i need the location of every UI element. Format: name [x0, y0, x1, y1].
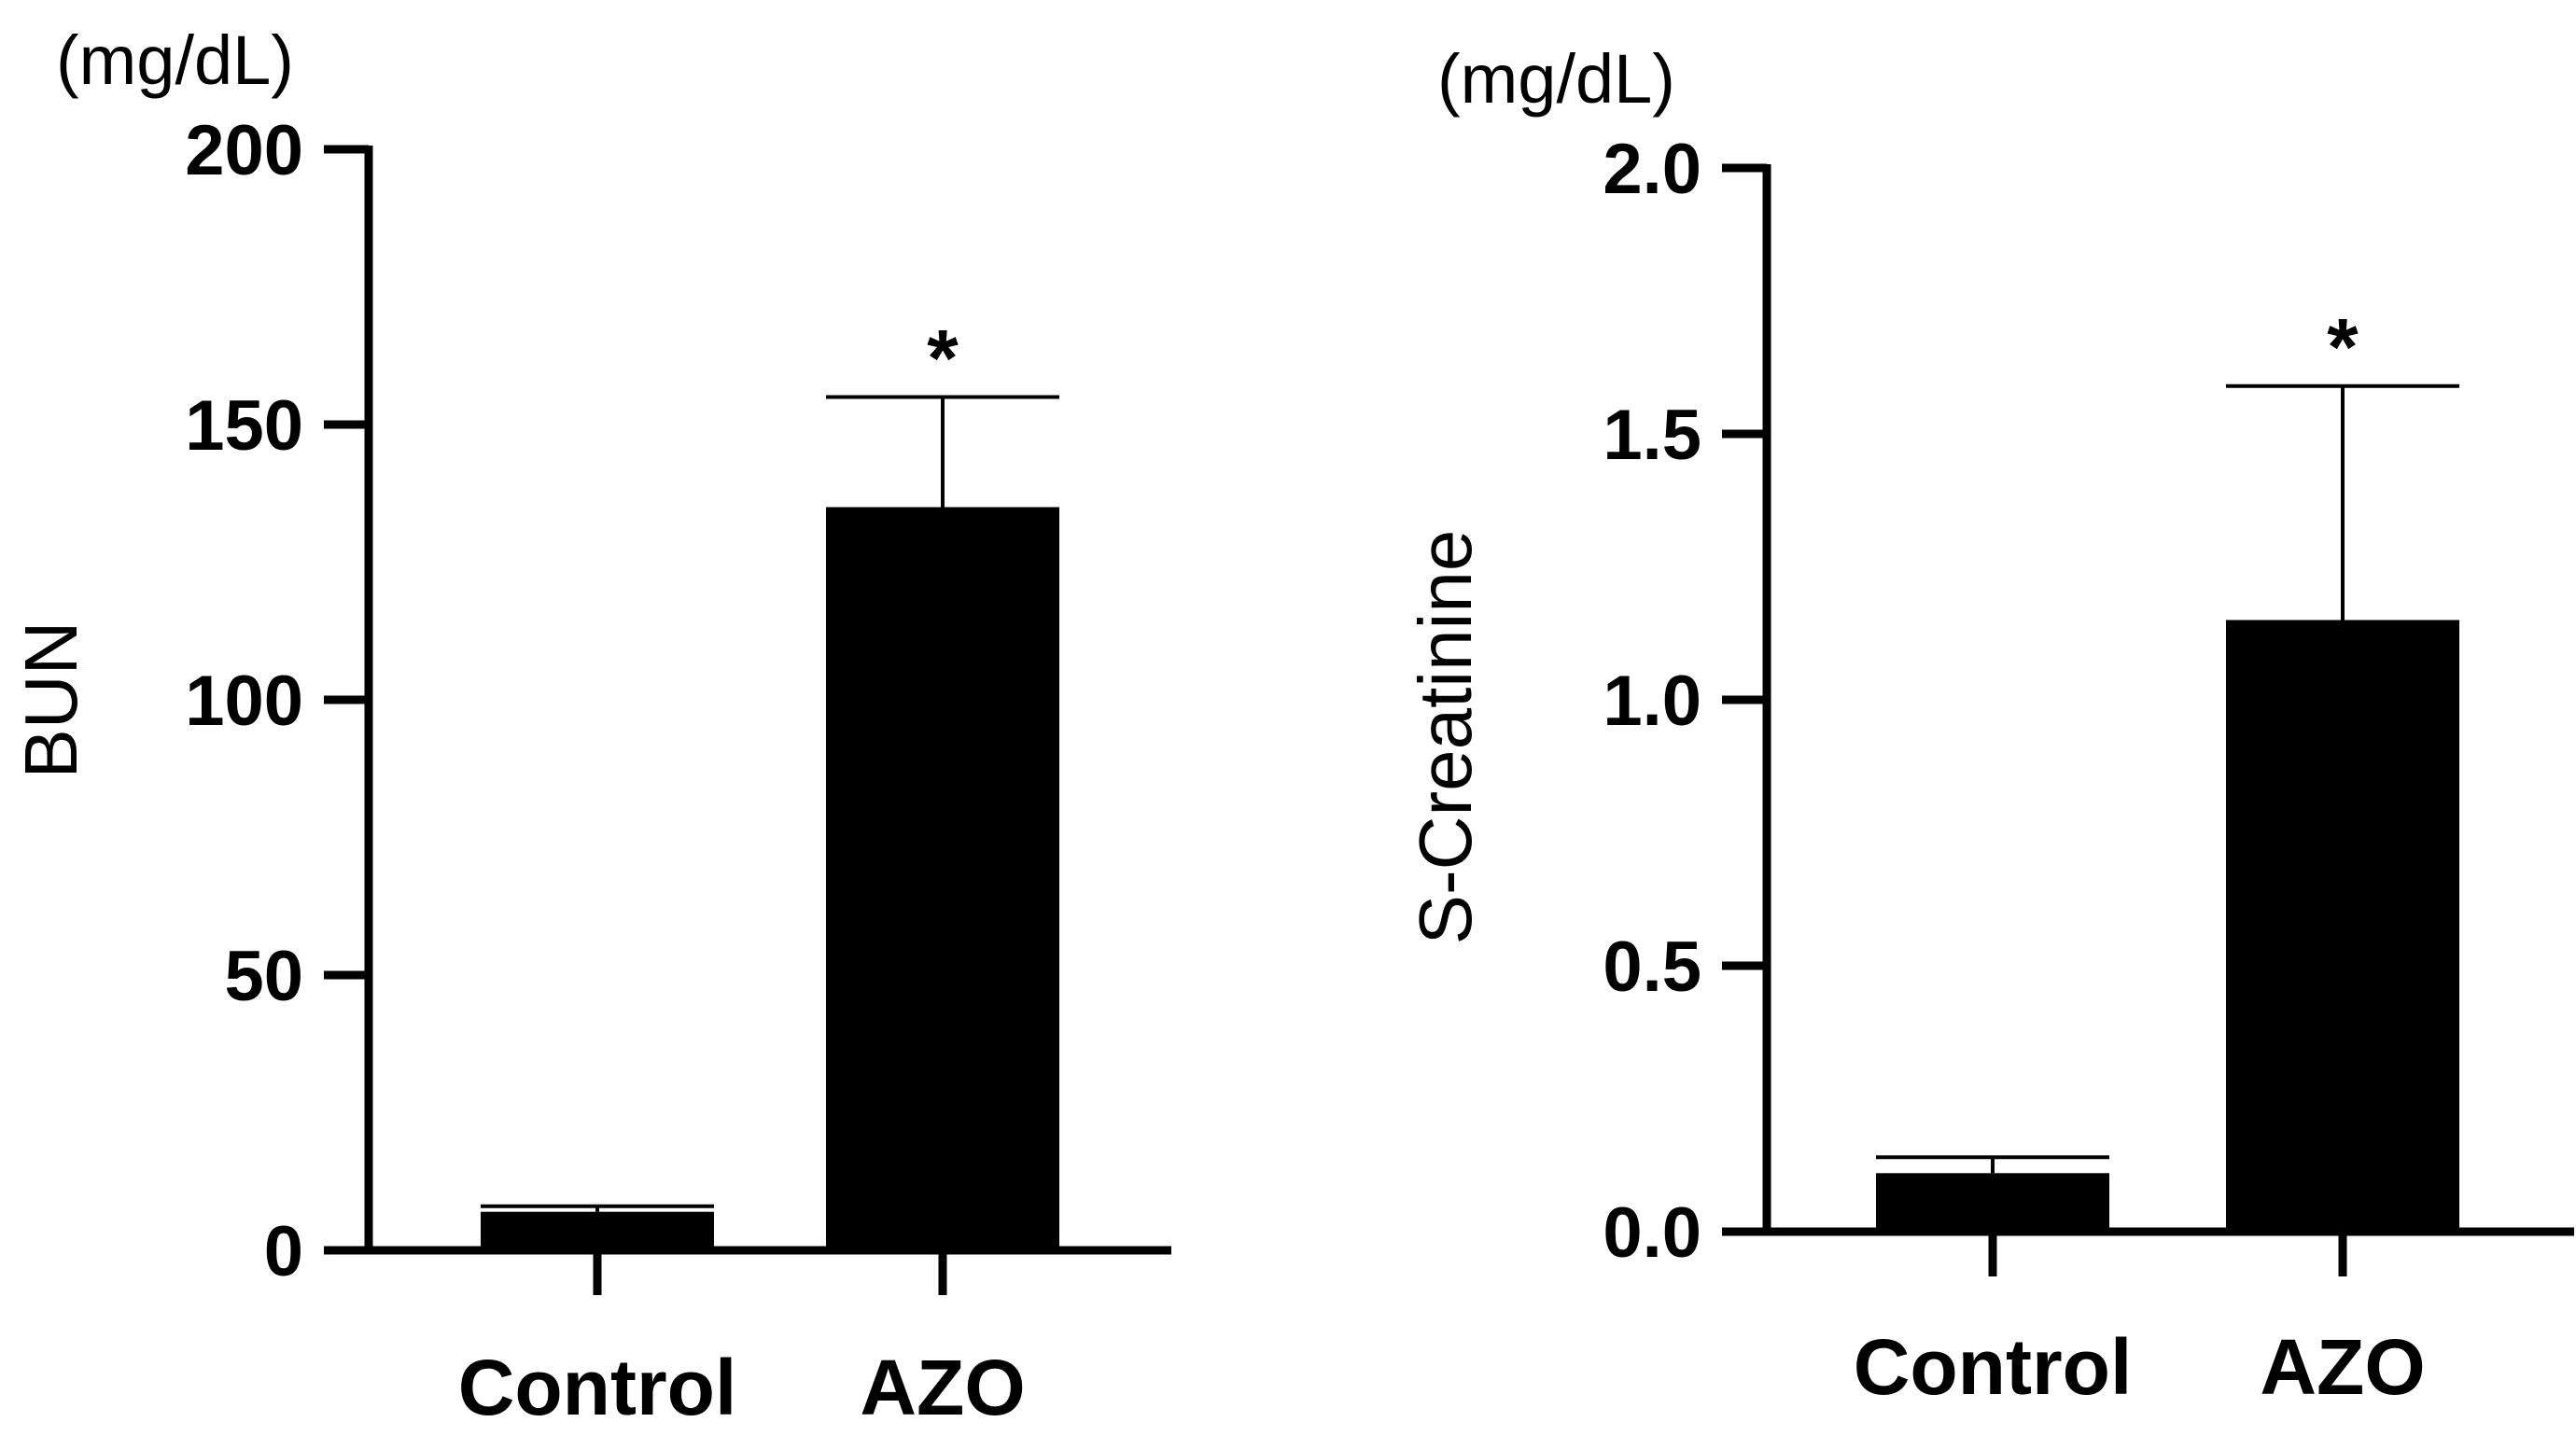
y-tick-label: 0 [264, 1212, 303, 1291]
y-tick-label: 200 [185, 111, 303, 190]
bar [1876, 1173, 2109, 1232]
creatinine-chart: 0.0 0.5 1.0 1.5 2.0 Control AZO * (mg/dL) S-Creat… [1404, 40, 2574, 1411]
y-axis-label: BUN [9, 621, 92, 779]
y-tick-label: 50 [224, 937, 303, 1016]
y-tick-label: 1.5 [1603, 396, 1701, 475]
y-tick-label: 100 [185, 662, 303, 741]
y-tick-label: 0.5 [1603, 927, 1701, 1007]
x-tick-label: Control [458, 1344, 737, 1431]
unit-label: (mg/dL) [1437, 40, 1675, 118]
significance-marker: * [2327, 303, 2359, 393]
significance-marker: * [927, 314, 959, 404]
y-tick-label: 2.0 [1603, 130, 1701, 209]
bar [826, 507, 1059, 1250]
x-tick-label: AZO [2260, 1323, 2425, 1411]
x-tick-label: AZO [860, 1344, 1025, 1431]
bar [481, 1211, 714, 1250]
x-tick-label: Control [1854, 1323, 2133, 1411]
bun-chart: 0 50 100 150 200 Control AZO * (mg/dL) BUN [9, 21, 1171, 1431]
y-tick-label: 0.0 [1603, 1193, 1701, 1273]
bar [2226, 620, 2459, 1232]
y-tick-label: 1.0 [1603, 662, 1701, 741]
y-axis-label: S-Creatinine [1404, 530, 1487, 945]
y-tick-label: 150 [185, 386, 303, 466]
unit-label: (mg/dL) [56, 21, 294, 99]
